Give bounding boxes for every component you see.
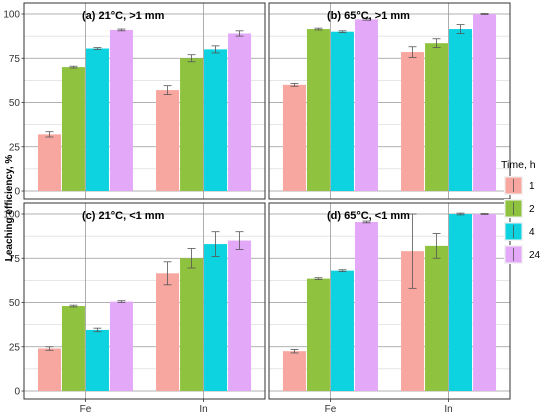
bar-Fe-1h [282,351,306,391]
y-tick-label: 100 [3,210,20,221]
y-tick-label: 50 [9,298,21,309]
bar-Fe-1h [37,348,61,391]
bar-Fe-24h [109,301,133,391]
y-tick-label: 50 [9,98,21,109]
bar-Fe-4h [330,31,354,192]
bar-In-2h [425,245,449,391]
panel-border [23,202,266,400]
x-tick-label: In [444,404,452,415]
y-tick-label: 25 [9,142,21,153]
panel-1: (b) 65°C, >1 mm [268,2,511,200]
bar-In-2h [425,43,449,191]
bar-In-4h [204,49,228,192]
bar-Fe-24h [109,29,133,192]
bar-Fe-24h [354,19,378,192]
legend-entry-1: 1 [504,176,535,195]
bar-In-1h [156,90,180,191]
y-tick-label: 0 [14,187,20,198]
bar-Fe-24h [354,221,378,391]
panel-title: (c) 21°C, <1 mm [82,210,165,222]
x-tick-label: In [199,404,207,415]
bar-In-4h [204,244,228,391]
panel-border [23,2,266,200]
bar-In-2h [180,58,204,191]
bar-In-2h [180,258,204,391]
legend-label: 1 [529,181,535,192]
bar-Fe-4h [85,48,109,191]
legend-label: 2 [529,204,535,215]
y-tick-label: 0 [14,387,20,398]
bar-Fe-2h [61,67,85,191]
bar-Fe-4h [330,270,354,391]
panel-title: (d) 65°C, <1 mm [327,210,410,222]
legend-entry-2: 2 [504,199,535,218]
y-axis-label: Leaching efficiency, % [4,155,15,262]
bar-In-4h [449,29,473,192]
bar-In-4h [449,214,473,391]
x-tick-label: Fe [325,404,337,415]
panel-3: (d) 65°C, <1 mm Fe In [268,202,511,415]
bar-Fe-2h [306,29,330,192]
bar-In-24h [228,33,252,191]
x-tick-label: Fe [80,404,92,415]
bar-In-24h [473,214,497,391]
panel-2: (c) 21°C, <1 mm 0 25 50 75 100 Fe In [3,202,266,415]
bar-Fe-1h [37,134,61,191]
bar-In-24h [228,240,252,391]
panel-title: (b) 65°C, >1 mm [327,10,410,22]
panels: (a) 21°C, >1 mm 0 25 50 75 100 (b) 65°C, >1 mm… [3,2,511,415]
y-tick-label: 75 [9,254,21,265]
bar-Fe-2h [306,278,330,391]
bar-Fe-4h [85,329,109,391]
legend-entry-4: 4 [504,222,535,241]
bar-In-1h [401,52,425,192]
y-tick-label: 100 [3,10,20,21]
legend-label: 4 [529,227,535,238]
panel-0: (a) 21°C, >1 mm 0 25 50 75 100 [3,2,266,200]
bar-Fe-2h [61,306,85,391]
legend-entry-24: 24 [504,245,541,264]
bar-In-24h [473,14,497,191]
legend-label: 24 [529,250,541,261]
bar-Fe-1h [282,84,306,191]
bar-In-1h [401,251,425,391]
panel-border [268,2,511,200]
panel-title: (a) 21°C, >1 mm [82,10,165,22]
y-tick-label: 25 [9,342,21,353]
bar-In-1h [156,273,180,391]
panel-border [268,202,511,400]
legend-title: Time, h [501,159,536,171]
y-tick-label: 75 [9,54,21,65]
